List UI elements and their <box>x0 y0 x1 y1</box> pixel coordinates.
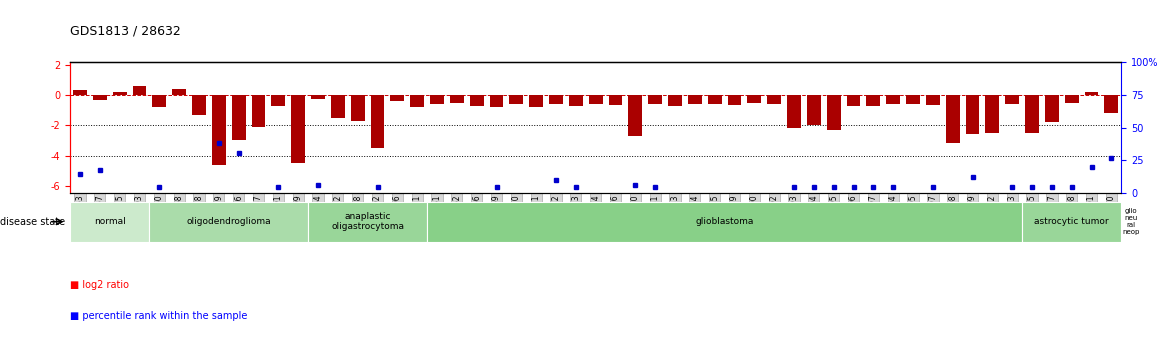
Bar <box>470 95 484 106</box>
Bar <box>430 95 444 104</box>
Bar <box>1105 95 1118 114</box>
Text: ■ log2 ratio: ■ log2 ratio <box>70 280 130 290</box>
Bar <box>331 95 345 118</box>
Bar <box>311 95 325 99</box>
Bar <box>728 95 742 105</box>
Bar <box>549 95 563 104</box>
Bar <box>74 90 86 95</box>
Bar <box>887 95 901 104</box>
Bar <box>271 95 285 106</box>
Bar <box>489 95 503 107</box>
Text: GDS1813 / 28632: GDS1813 / 28632 <box>70 25 181 38</box>
Bar <box>807 95 821 125</box>
Bar <box>648 95 662 104</box>
Bar <box>966 95 980 135</box>
Bar <box>70 202 150 242</box>
Bar <box>628 95 642 136</box>
Bar <box>1026 95 1040 133</box>
Bar <box>668 95 682 106</box>
Bar <box>150 202 308 242</box>
Bar <box>308 202 427 242</box>
Bar <box>410 95 424 107</box>
Text: glio
neu
ral
neop: glio neu ral neop <box>1122 208 1140 235</box>
Bar <box>609 95 623 105</box>
Bar <box>390 95 404 101</box>
Bar <box>589 95 603 104</box>
Bar <box>827 95 841 130</box>
Text: ■ percentile rank within the sample: ■ percentile rank within the sample <box>70 311 248 321</box>
Bar <box>529 95 543 107</box>
Bar <box>211 95 225 165</box>
Bar <box>1045 95 1059 122</box>
Bar <box>192 95 206 115</box>
Bar <box>767 95 781 104</box>
Bar <box>172 89 186 95</box>
Bar <box>847 95 861 106</box>
Bar <box>113 92 126 95</box>
Bar <box>1006 95 1020 104</box>
Bar <box>427 202 1022 242</box>
Bar <box>946 95 960 144</box>
Text: astrocytic tumor: astrocytic tumor <box>1035 217 1108 226</box>
Bar <box>509 95 523 104</box>
Bar <box>787 95 801 128</box>
Bar <box>1121 202 1141 242</box>
Bar <box>291 95 305 163</box>
Text: normal: normal <box>93 217 126 226</box>
Text: oligodendroglioma: oligodendroglioma <box>187 217 271 226</box>
Bar <box>569 95 583 106</box>
Bar <box>231 95 245 140</box>
Text: glioblastoma: glioblastoma <box>695 217 753 226</box>
Bar <box>867 95 881 106</box>
Bar <box>906 95 920 104</box>
Bar <box>926 95 940 105</box>
Bar <box>93 95 106 100</box>
Bar <box>748 95 762 103</box>
Bar <box>1065 95 1078 103</box>
Bar <box>251 95 265 127</box>
Bar <box>1022 202 1121 242</box>
Bar <box>132 86 146 95</box>
Bar <box>450 95 464 103</box>
Bar <box>688 95 702 104</box>
Text: anaplastic
oligastrocytoma: anaplastic oligastrocytoma <box>331 212 404 231</box>
Bar <box>986 95 1000 133</box>
Bar <box>708 95 722 104</box>
Bar <box>152 95 166 107</box>
Bar <box>370 95 384 148</box>
Bar <box>350 95 364 121</box>
Text: disease state: disease state <box>0 217 65 227</box>
Bar <box>1085 92 1098 95</box>
